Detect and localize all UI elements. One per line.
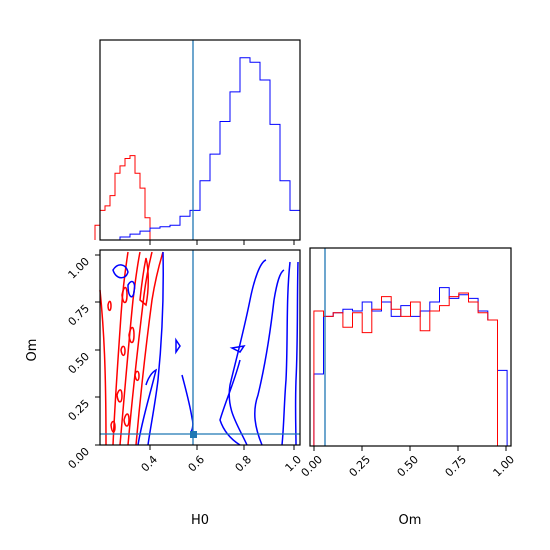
contour-xlabel: H0 bbox=[191, 513, 209, 528]
h0-histogram-red-series bbox=[94, 155, 155, 241]
om-xtick-label: 0.50 bbox=[395, 453, 422, 480]
red-contour-line bbox=[112, 251, 129, 446]
contour-xtick-label: 0.4 bbox=[139, 453, 161, 475]
h0-om-contour-panel: 0.4 0.6 0.8 1.0 0.00 0.25 0.50 0.75 1.00… bbox=[25, 249, 304, 528]
h0-histogram-xticks bbox=[149, 240, 295, 245]
red-contour-island bbox=[107, 300, 112, 312]
om-histogram-plot-area bbox=[310, 248, 511, 446]
blue-contour-line bbox=[254, 269, 285, 446]
contour-ylabel: Om bbox=[25, 339, 40, 362]
contour-xtick-label: 0.6 bbox=[186, 453, 208, 475]
red-contour-island bbox=[134, 370, 140, 382]
red-contour-island bbox=[116, 389, 123, 403]
blue-contour-line bbox=[294, 261, 299, 446]
om-xtick-label: 1.00 bbox=[491, 453, 518, 480]
contour-xtick-label: 0.8 bbox=[233, 453, 255, 475]
contour-ytick-label: 1.00 bbox=[66, 255, 93, 282]
truth-point-marker bbox=[190, 431, 197, 438]
om-xlabel: Om bbox=[399, 513, 422, 528]
contour-ytick-label: 0.25 bbox=[66, 397, 93, 424]
om-xtick-label: 0.25 bbox=[347, 453, 374, 480]
blue-contour-line bbox=[228, 259, 267, 446]
contour-ytick-label: 0.00 bbox=[66, 445, 93, 472]
red-contour-island bbox=[139, 257, 149, 307]
contour-xticks: 0.4 0.6 0.8 1.0 bbox=[139, 445, 304, 475]
red-contour-line bbox=[127, 251, 153, 446]
blue-contour-loop bbox=[229, 344, 246, 353]
om-histogram-xticks: 0.00 0.25 0.50 0.75 1.00 bbox=[299, 446, 518, 480]
red-contour-line bbox=[99, 289, 107, 446]
om-xtick-label: 0.00 bbox=[299, 453, 326, 480]
blue-contour-loop bbox=[112, 264, 129, 279]
blue-contour-line bbox=[147, 251, 165, 446]
h0-histogram-panel bbox=[94, 39, 301, 245]
blue-contour-line bbox=[181, 374, 194, 433]
red-contour-island bbox=[128, 326, 135, 344]
red-contour-island bbox=[120, 345, 126, 357]
contour-ytick-label: 0.50 bbox=[66, 350, 93, 377]
red-contour-island bbox=[121, 286, 128, 304]
om-histogram-series bbox=[313, 287, 508, 447]
om-histogram-red-series bbox=[313, 292, 508, 447]
h0-histogram-frame bbox=[99, 39, 301, 241]
om-xtick-label: 0.75 bbox=[443, 453, 470, 480]
red-contour-island bbox=[123, 413, 130, 427]
blue-contour-line bbox=[137, 368, 158, 446]
red-contour-island bbox=[110, 420, 116, 433]
blue-contours bbox=[112, 251, 299, 446]
h0-histogram-series bbox=[94, 57, 301, 241]
blue-contour-line bbox=[281, 261, 291, 446]
blue-contour-loop bbox=[127, 280, 136, 298]
red-contour-line bbox=[135, 251, 164, 446]
om-histogram-panel: 0.00 0.25 0.50 0.75 1.00 Om bbox=[299, 247, 518, 528]
red-contour-line bbox=[119, 251, 141, 446]
blue-contour-line bbox=[219, 359, 241, 446]
contour-yticks: 0.00 0.25 0.50 0.75 1.00 bbox=[66, 254, 100, 472]
h0-histogram-blue-series bbox=[119, 57, 301, 240]
blue-contour-loop bbox=[175, 337, 181, 355]
contour-ytick-label: 0.75 bbox=[66, 302, 93, 329]
contour-frame bbox=[99, 249, 301, 446]
red-contours bbox=[99, 251, 164, 446]
